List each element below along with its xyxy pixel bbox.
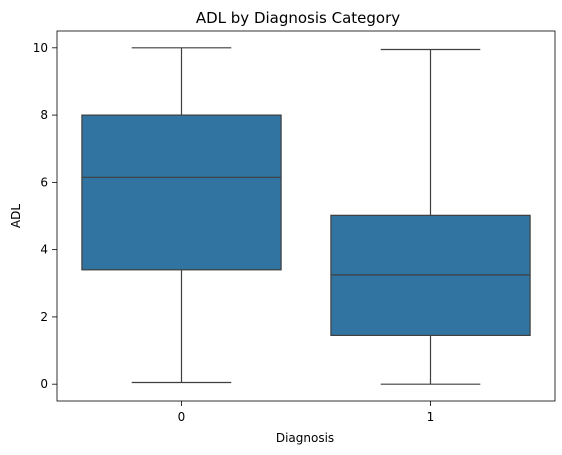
box-group-0	[81, 47, 282, 384]
y-tick-label: 8	[40, 108, 48, 122]
y-tick-label: 4	[40, 243, 48, 257]
y-tick: 10	[33, 41, 57, 55]
y-tick-label: 0	[40, 377, 48, 391]
x-tick: 1	[427, 401, 435, 424]
box-group-1	[330, 48, 531, 385]
x-tick-label: 1	[427, 410, 435, 424]
y-tick-label: 10	[33, 41, 48, 55]
x-tick-label: 0	[178, 410, 186, 424]
y-tick-label: 6	[40, 175, 48, 189]
x-axis-label: Diagnosis	[276, 431, 334, 445]
y-axis-ticks: 0 2 4 6 8 10	[33, 41, 57, 391]
plot-area-frame	[56, 30, 556, 402]
boxes-layer	[81, 47, 531, 385]
x-tick: 0	[178, 401, 186, 424]
y-tick: 2	[40, 310, 57, 324]
y-tick-label: 2	[40, 310, 48, 324]
y-tick: 4	[40, 243, 57, 257]
box-iqr	[81, 114, 282, 271]
y-tick: 8	[40, 108, 57, 122]
y-axis-label: ADL	[9, 204, 23, 228]
y-tick: 6	[40, 175, 57, 189]
chart-title: ADL by Diagnosis Category	[196, 9, 400, 27]
y-tick: 0	[40, 377, 57, 391]
